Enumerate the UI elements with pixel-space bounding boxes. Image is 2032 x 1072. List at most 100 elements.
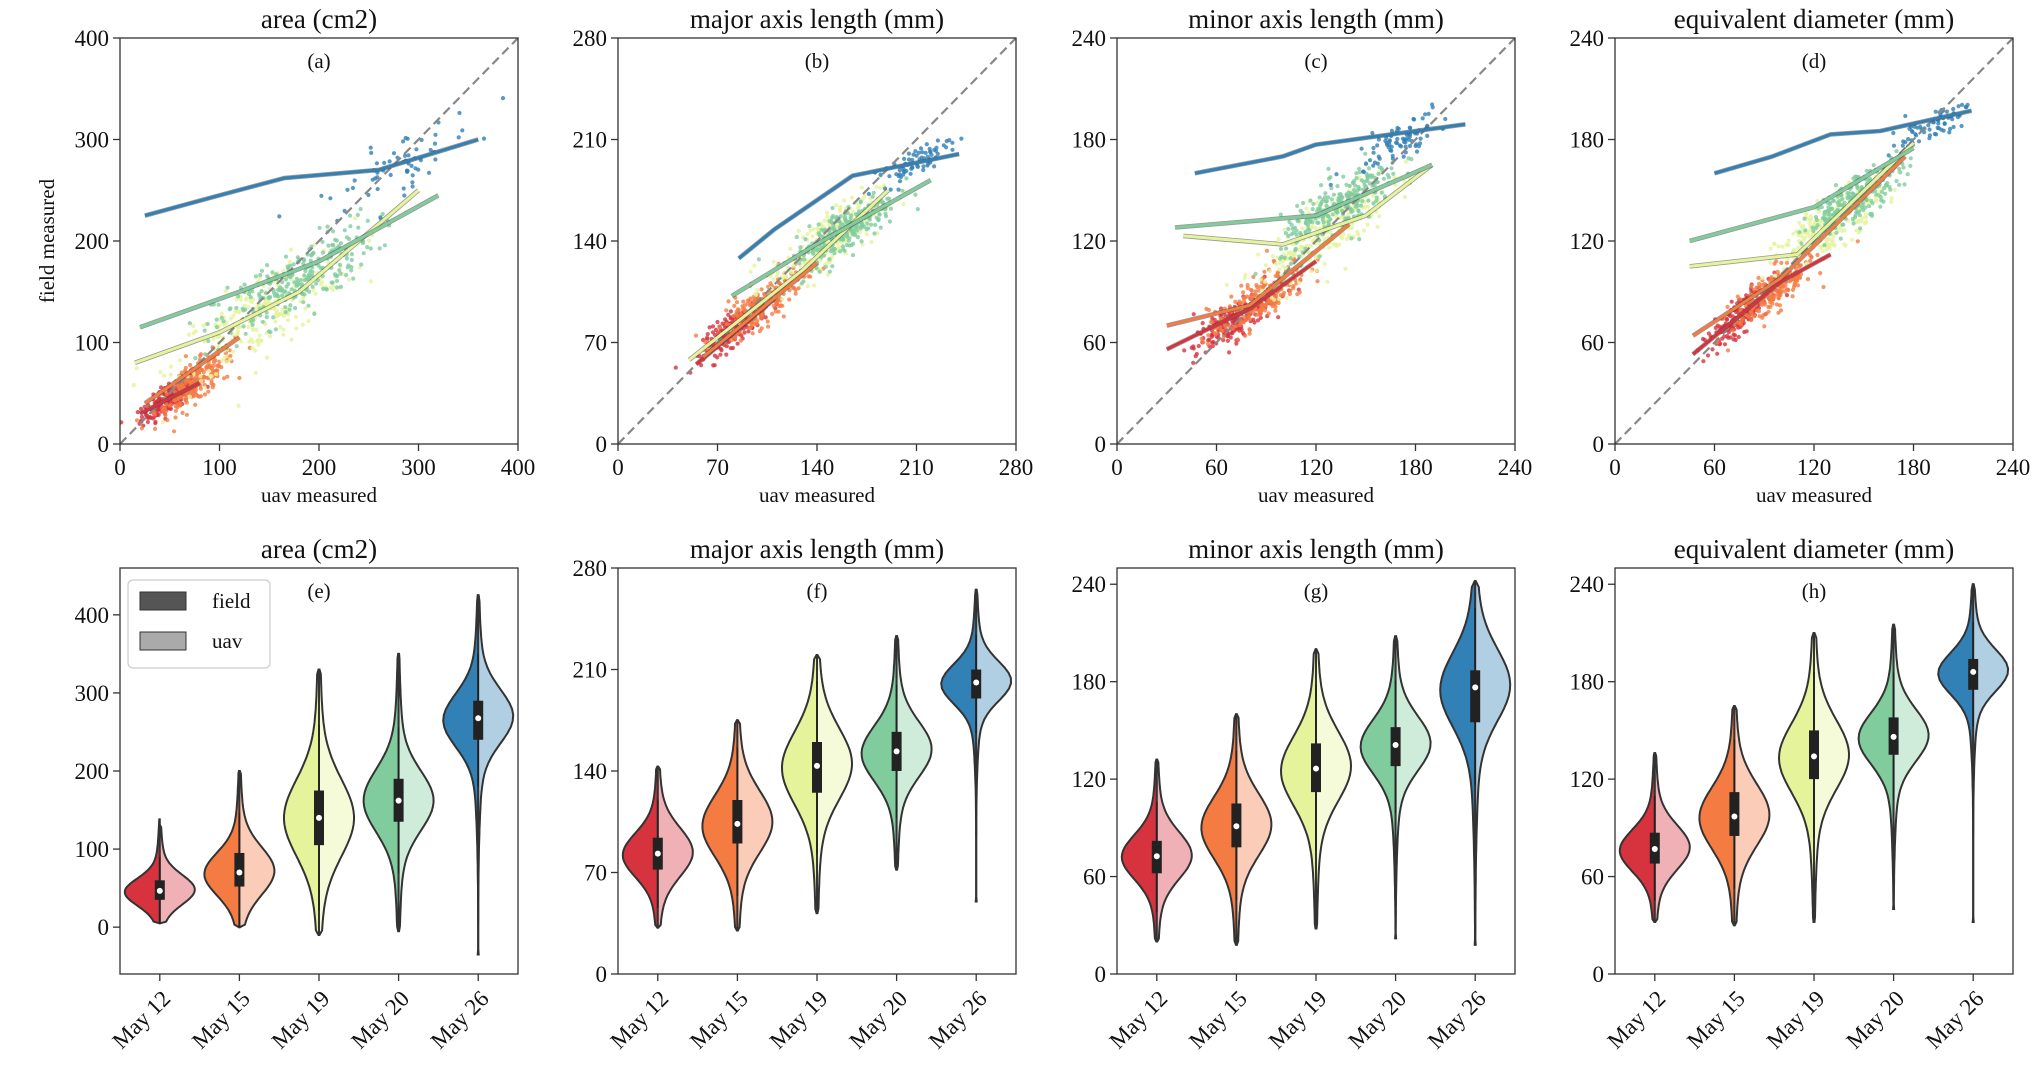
scatter-point bbox=[1296, 218, 1301, 223]
scatter-point bbox=[1859, 185, 1864, 190]
scatter-point bbox=[219, 311, 224, 316]
scatter-point bbox=[822, 218, 827, 223]
scatter-point bbox=[1820, 248, 1825, 253]
scatter-point bbox=[781, 314, 786, 319]
scatter-point bbox=[204, 365, 209, 370]
scatter-point bbox=[734, 312, 739, 317]
violin-median bbox=[1731, 813, 1738, 820]
scatter-point bbox=[191, 331, 196, 336]
y-tick-label: 300 bbox=[75, 681, 110, 706]
scatter-point bbox=[866, 226, 871, 231]
scatter-point bbox=[1241, 296, 1246, 301]
violin-median bbox=[734, 820, 741, 827]
violin-median bbox=[1970, 668, 1977, 675]
scatter-point bbox=[1725, 304, 1730, 309]
scatter-point bbox=[705, 332, 710, 337]
scatter-point bbox=[382, 243, 387, 248]
scatter-point bbox=[1282, 227, 1287, 233]
fit-line bbox=[1714, 109, 1972, 175]
x-tick-label: May 26 bbox=[426, 986, 494, 1054]
scatter-point bbox=[1321, 220, 1326, 225]
scatter-point bbox=[897, 179, 903, 184]
scatter-point bbox=[202, 339, 207, 344]
scatter-point bbox=[838, 249, 843, 254]
scatter-point bbox=[1323, 191, 1328, 196]
scatter-point bbox=[1379, 190, 1384, 195]
scatter-point bbox=[172, 398, 177, 403]
scatter-point bbox=[1273, 304, 1278, 309]
legend-label-uav: uav bbox=[212, 629, 243, 653]
scatter-point bbox=[774, 274, 779, 279]
scatter-point bbox=[1299, 244, 1305, 250]
scatter-point bbox=[1237, 299, 1242, 304]
scatter-point bbox=[1818, 271, 1823, 276]
scatter-point bbox=[1326, 176, 1332, 181]
scatter-point bbox=[209, 378, 214, 384]
scatter-point bbox=[219, 315, 224, 320]
scatter-point bbox=[330, 280, 335, 285]
scatter-point bbox=[862, 224, 867, 229]
scatter-point bbox=[849, 195, 855, 200]
fit-line bbox=[1174, 163, 1433, 229]
scatter-point bbox=[173, 415, 178, 420]
panel-tag: (e) bbox=[307, 579, 330, 603]
scatter-point bbox=[236, 403, 241, 408]
scatter-point bbox=[310, 269, 315, 274]
scatter-point bbox=[325, 224, 330, 229]
y-tick-label: 60 bbox=[1581, 865, 1604, 890]
scatter-point bbox=[1828, 212, 1833, 217]
scatter-point bbox=[906, 151, 912, 156]
x-tick-label: 0 bbox=[1111, 455, 1123, 480]
scatter-point bbox=[843, 217, 848, 222]
scatter-point bbox=[1905, 172, 1910, 177]
violin-half-field bbox=[701, 719, 739, 932]
scatter-point bbox=[834, 203, 839, 208]
x-tick-label: May 26 bbox=[924, 986, 992, 1054]
scatter-point bbox=[255, 339, 260, 344]
scatter-point bbox=[1855, 184, 1860, 189]
scatter-point bbox=[1344, 182, 1349, 187]
scatter-point bbox=[273, 327, 278, 332]
panel-f: major axis length (mm) (f) 0 70 140 210 280 May… bbox=[573, 534, 1017, 1054]
x-tick-label: May 15 bbox=[1184, 986, 1252, 1054]
scatter-point bbox=[1315, 200, 1320, 205]
scatter-point bbox=[1791, 231, 1796, 236]
scatter-point bbox=[1850, 237, 1855, 242]
fit-line bbox=[702, 261, 818, 359]
scatter-point bbox=[216, 334, 222, 339]
scatter-point bbox=[216, 302, 221, 307]
scatter-point bbox=[1826, 236, 1832, 242]
scatter-point bbox=[1942, 121, 1947, 126]
scatter-point bbox=[246, 305, 251, 310]
scatter-point bbox=[236, 329, 241, 334]
scatter-point bbox=[771, 277, 776, 282]
scatter-point bbox=[283, 305, 288, 310]
scatter-point bbox=[801, 279, 806, 284]
panel-tag: (h) bbox=[1802, 579, 1827, 603]
scatter-point bbox=[1206, 333, 1211, 338]
identity-line bbox=[120, 38, 518, 444]
scatter-point bbox=[224, 354, 229, 359]
scatter-point bbox=[1851, 221, 1856, 226]
scatter-point bbox=[1276, 315, 1281, 320]
scatter-point bbox=[1797, 274, 1802, 279]
violin-half-field bbox=[1618, 752, 1656, 923]
scatter-point bbox=[870, 194, 875, 199]
scatter-point bbox=[1370, 183, 1375, 188]
scatter-point bbox=[368, 145, 373, 150]
violin-half-field bbox=[1120, 758, 1158, 943]
scatter-point bbox=[319, 280, 324, 285]
scatter-point bbox=[278, 324, 283, 330]
scatter-point bbox=[831, 224, 836, 229]
scatter-point bbox=[888, 187, 893, 192]
scatter-point bbox=[177, 401, 183, 406]
fit-line bbox=[1691, 253, 1832, 356]
scatter-point bbox=[342, 228, 347, 233]
scatter-point bbox=[391, 151, 397, 156]
scatter-point bbox=[251, 318, 256, 323]
scatter-point bbox=[1273, 301, 1278, 306]
scatter-point bbox=[1950, 117, 1955, 122]
scatter-point bbox=[198, 386, 203, 391]
scatter-point bbox=[924, 142, 929, 147]
scatter-point bbox=[1776, 244, 1781, 249]
